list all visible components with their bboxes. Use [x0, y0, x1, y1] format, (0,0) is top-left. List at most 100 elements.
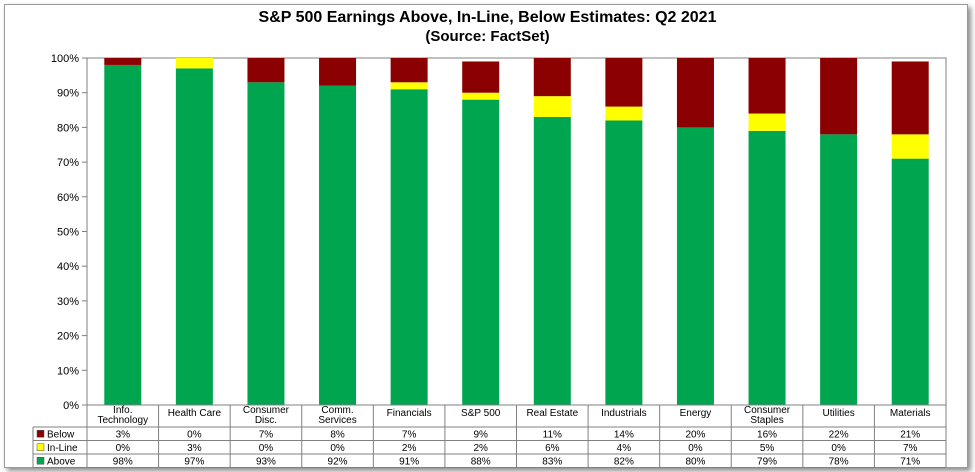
category-label: Energy — [680, 408, 712, 419]
y-tick-label: 40% — [57, 261, 79, 273]
bar-segment-below — [319, 58, 357, 86]
data-label: 8% — [330, 429, 345, 440]
bar-segment-in-line — [390, 82, 428, 90]
data-label: 0% — [688, 443, 703, 454]
data-label: 91% — [399, 456, 419, 467]
data-label: 80% — [685, 456, 705, 467]
data-label: 2% — [473, 443, 488, 454]
legend-key-above — [36, 457, 45, 465]
data-label: 5% — [760, 443, 775, 454]
data-label: 21% — [900, 429, 920, 440]
category-label: Health Care — [168, 408, 222, 419]
data-label: 7% — [402, 429, 417, 440]
category-label: Disc. — [255, 415, 277, 426]
legend-label: In-Line — [47, 443, 78, 454]
legend-key-below — [36, 430, 45, 438]
bar-segment-below — [820, 58, 858, 135]
data-label: 98% — [113, 456, 133, 467]
data-label: 7% — [259, 429, 274, 440]
category-label: Industrials — [601, 408, 647, 419]
data-label: 6% — [545, 443, 560, 454]
bar-segment-in-line — [748, 113, 786, 131]
legend-label: Above — [47, 456, 76, 467]
bars-group — [104, 58, 929, 406]
data-label: 97% — [184, 456, 204, 467]
category-label: Consumer — [744, 405, 791, 416]
data-label: 11% — [543, 429, 562, 440]
data-label: 0% — [187, 429, 202, 440]
bar-segment-below — [390, 58, 428, 83]
legend-label: Below — [47, 429, 75, 440]
data-label: 7% — [903, 443, 918, 454]
category-label: Financials — [387, 408, 432, 419]
bar-segment-above — [319, 85, 357, 405]
bar-segment-above — [390, 89, 428, 405]
category-label: Comm. — [321, 405, 353, 416]
y-tick-label: 100% — [51, 53, 79, 65]
data-label: 3% — [187, 443, 202, 454]
y-tick-label: 90% — [57, 88, 79, 100]
bar-segment-in-line — [891, 134, 929, 159]
bar-segment-above — [748, 130, 786, 405]
bar-segment-above — [891, 158, 929, 405]
y-tick-label: 80% — [57, 122, 79, 134]
bar-segment-above — [247, 82, 285, 405]
data-label: 0% — [330, 443, 345, 454]
data-label: 71% — [900, 456, 920, 467]
bar-segment-above — [533, 116, 571, 406]
data-label: 0% — [831, 443, 846, 454]
bar-segment-below — [891, 61, 929, 135]
bar-segment-in-line — [175, 58, 213, 69]
y-tick-label: 30% — [57, 296, 79, 308]
data-label: 93% — [256, 456, 276, 467]
data-label: 9% — [473, 429, 488, 440]
data-label: 4% — [617, 443, 632, 454]
data-label: 88% — [471, 456, 491, 467]
bar-segment-in-line — [462, 92, 500, 100]
chart-title: S&P 500 Earnings Above, In-Line, Below E… — [258, 9, 717, 26]
category-label: Materials — [890, 408, 931, 419]
legend-key-in-line — [36, 443, 45, 451]
category-label: Real Estate — [526, 408, 578, 419]
bar-segment-above — [605, 120, 643, 406]
data-label: 78% — [829, 456, 849, 467]
bar-segment-above — [820, 134, 858, 405]
bar-segment-above — [676, 127, 714, 406]
data-label: 0% — [259, 443, 274, 454]
bar-segment-below — [462, 61, 500, 93]
data-label: 0% — [116, 443, 131, 454]
data-label: 16% — [757, 429, 777, 440]
y-tick-label: 20% — [57, 331, 79, 343]
data-label: 2% — [402, 443, 417, 454]
data-label: 82% — [614, 456, 634, 467]
y-tick-label: 10% — [57, 365, 79, 377]
category-label: Utilities — [823, 408, 855, 419]
data-label: 79% — [757, 456, 777, 467]
bar-segment-below — [104, 58, 142, 65]
category-label: Info. — [113, 405, 132, 416]
data-label: 92% — [328, 456, 348, 467]
bar-segment-in-line — [605, 106, 643, 121]
bar-segment-below — [748, 58, 786, 114]
bar-segment-above — [104, 64, 142, 405]
bar-segment-below — [605, 58, 643, 107]
plot-area — [86, 57, 947, 406]
data-label: 14% — [614, 429, 634, 440]
data-label: 20% — [685, 429, 705, 440]
y-tick-label: 60% — [57, 192, 79, 204]
plot-border — [86, 57, 947, 406]
category-label: Consumer — [243, 405, 290, 416]
bar-segment-below — [676, 58, 714, 128]
category-label: Services — [318, 415, 356, 426]
y-tick-label: 50% — [57, 227, 79, 239]
data-label: 3% — [116, 429, 131, 440]
category-label: Technology — [97, 415, 148, 426]
y-tick-label: 70% — [57, 157, 79, 169]
bar-segment-in-line — [533, 96, 571, 117]
data-label: 83% — [542, 456, 562, 467]
chart-subtitle: (Source: FactSet) — [425, 28, 550, 45]
category-label: Staples — [750, 415, 783, 426]
data-label: 22% — [829, 429, 849, 440]
